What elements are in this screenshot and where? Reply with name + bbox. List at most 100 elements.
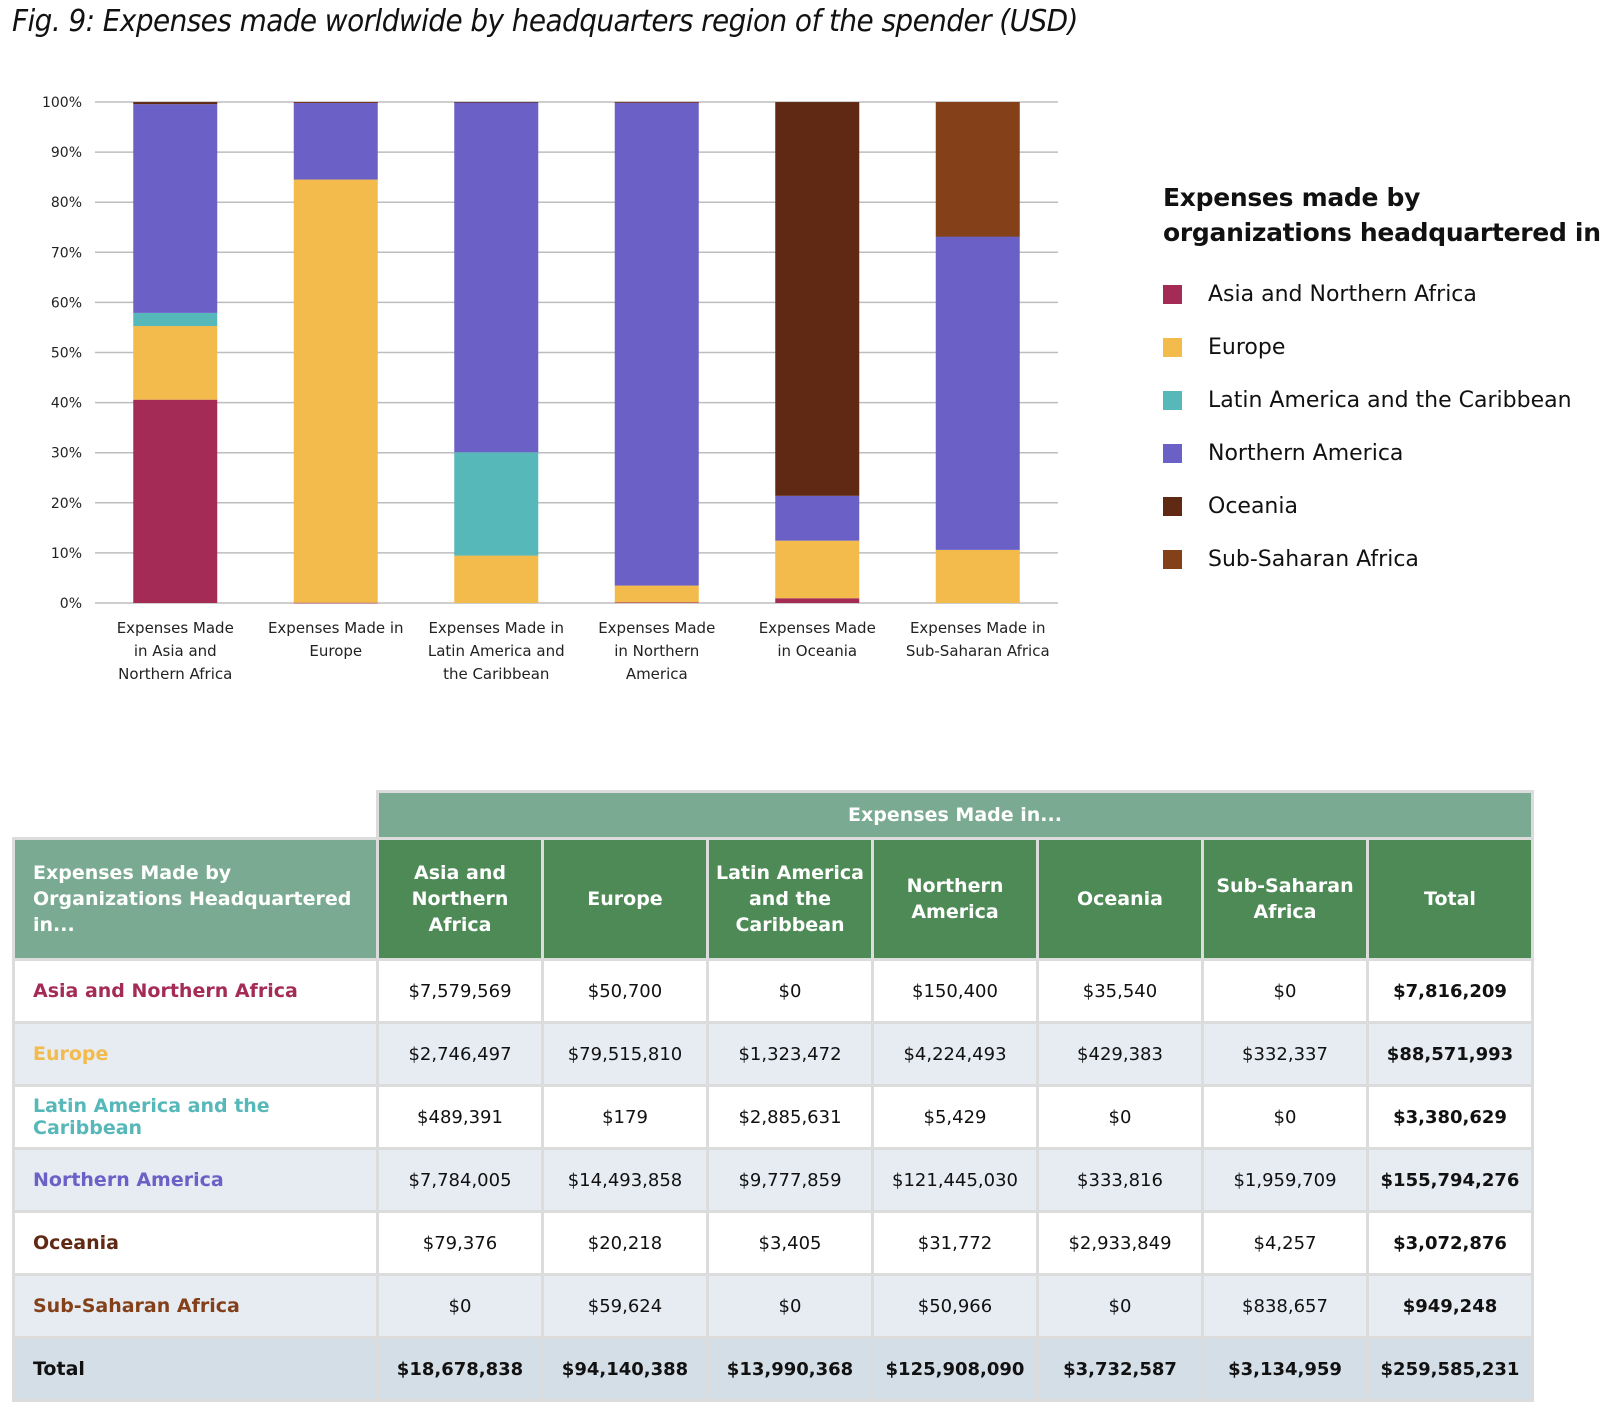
legend-swatch bbox=[1163, 550, 1182, 569]
table-cell: $2,933,849 bbox=[1036, 1210, 1204, 1276]
bar-segment bbox=[454, 555, 539, 603]
row-label: Oceania bbox=[12, 1210, 379, 1276]
column-header: Asia and Northern Africa bbox=[376, 837, 544, 961]
table-cell: $35,540 bbox=[1036, 958, 1204, 1024]
bar-segment bbox=[133, 326, 218, 400]
legend-item: Asia and Northern Africa bbox=[1163, 268, 1603, 321]
column-header: Sub-Saharan Africa bbox=[1201, 837, 1369, 961]
legend-item: Northern America bbox=[1163, 427, 1603, 480]
x-tick-label: Expenses Made in Europe bbox=[268, 619, 404, 660]
total-label: Total bbox=[12, 1336, 379, 1402]
table-cell: $4,224,493 bbox=[871, 1021, 1039, 1087]
legend-label: Europe bbox=[1208, 335, 1286, 360]
row-total-cell: $155,794,276 bbox=[1366, 1147, 1534, 1213]
table-cell: $3,405 bbox=[706, 1210, 874, 1276]
total-row: Total $18,678,838 $94,140,388 $13,990,368 $1… bbox=[12, 1336, 1534, 1402]
total-cell: $13,990,368 bbox=[706, 1336, 874, 1402]
legend-label: Latin America and the Caribbean bbox=[1208, 388, 1572, 413]
table-cell: $14,493,858 bbox=[541, 1147, 709, 1213]
legend-item: Oceania bbox=[1163, 480, 1603, 533]
column-header: Europe bbox=[541, 837, 709, 961]
x-tick-label: Expenses Made in Asia and Northern Africa bbox=[117, 619, 234, 683]
table-cell: $31,772 bbox=[871, 1210, 1039, 1276]
table-cell: $0 bbox=[706, 1273, 874, 1339]
x-tick-label: Expenses Made in Latin America and the Car… bbox=[428, 619, 565, 683]
bar-segment bbox=[293, 102, 378, 103]
bar-segment bbox=[454, 102, 539, 453]
legend-title: Expenses made by organizations headquart… bbox=[1163, 183, 1601, 247]
table-cell: $79,376 bbox=[376, 1210, 544, 1276]
row-total-cell: $7,816,209 bbox=[1366, 958, 1534, 1024]
legend-swatch bbox=[1163, 497, 1182, 516]
legend-label: Sub-Saharan Africa bbox=[1208, 547, 1419, 572]
table-cell: $50,700 bbox=[541, 958, 709, 1024]
stacked-bar-chart: 0% 10% 20% 30% 40% 50% 60% 70% 80% 90% 100% Expens… bbox=[42, 95, 1058, 683]
table-cell: $0 bbox=[1201, 1084, 1369, 1150]
bar-segment bbox=[454, 102, 539, 103]
table-row: Oceania $79,376 $20,218 $3,405 $31,772 $2,933… bbox=[12, 1210, 1534, 1276]
total-cell: $125,908,090 bbox=[871, 1336, 1039, 1402]
y-tick-label: 40% bbox=[51, 396, 82, 412]
bar-segment bbox=[775, 598, 860, 603]
legend-swatch bbox=[1163, 285, 1182, 304]
y-tick-label: 30% bbox=[51, 446, 82, 462]
table-cell: $0 bbox=[1036, 1273, 1204, 1339]
row-label: Europe bbox=[12, 1021, 379, 1087]
table-cell: $4,257 bbox=[1201, 1210, 1369, 1276]
y-tick-label: 100% bbox=[42, 95, 82, 111]
total-cell: $259,585,231 bbox=[1366, 1336, 1534, 1402]
table-cell: $79,515,810 bbox=[541, 1021, 709, 1087]
table-cell: $121,445,030 bbox=[871, 1147, 1039, 1213]
legend-swatch bbox=[1163, 338, 1182, 357]
super-header: Expenses Made in... bbox=[376, 790, 1534, 840]
total-cell: $3,732,587 bbox=[1036, 1336, 1204, 1402]
row-label: Northern America bbox=[12, 1147, 379, 1213]
legend-swatch bbox=[1163, 391, 1182, 410]
table-cell: $0 bbox=[706, 958, 874, 1024]
row-header-title: Expenses Made by Organizations Headquart… bbox=[12, 837, 379, 961]
bar-segment bbox=[133, 312, 218, 327]
total-cell: $94,140,388 bbox=[541, 1336, 709, 1402]
legend-label: Oceania bbox=[1208, 494, 1298, 519]
column-header: Northern America bbox=[871, 837, 1039, 961]
bars bbox=[133, 101, 1020, 604]
bar-segment bbox=[614, 102, 699, 586]
table-cell: $838,657 bbox=[1201, 1273, 1369, 1339]
bar-segment bbox=[775, 102, 860, 496]
table-cell: $1,959,709 bbox=[1201, 1147, 1369, 1213]
table-row: Asia and Northern Africa $7,579,569 $50,70… bbox=[12, 958, 1534, 1024]
row-label: Sub-Saharan Africa bbox=[12, 1273, 379, 1339]
bar-segment bbox=[293, 102, 378, 180]
bar-segment bbox=[614, 602, 699, 603]
row-label: Asia and Northern Africa bbox=[12, 958, 379, 1024]
legend-swatch bbox=[1163, 444, 1182, 463]
gridlines bbox=[95, 101, 1058, 604]
table-cell: $9,777,859 bbox=[706, 1147, 874, 1213]
legend: Expenses made by organizations headquart… bbox=[1163, 180, 1603, 586]
table-cell: $333,816 bbox=[1036, 1147, 1204, 1213]
bar-segment bbox=[775, 540, 860, 599]
legend-item: Latin America and the Caribbean bbox=[1163, 374, 1603, 427]
x-tick-label: Expenses Made in Sub-Saharan Africa bbox=[906, 619, 1050, 660]
bar-segment bbox=[614, 585, 699, 603]
table-cell: $0 bbox=[376, 1273, 544, 1339]
legend-item: Sub-Saharan Africa bbox=[1163, 533, 1603, 586]
legend-label: Northern America bbox=[1208, 441, 1404, 466]
bar-segment bbox=[935, 549, 1020, 603]
table-cell: $0 bbox=[1201, 958, 1369, 1024]
table-row: Sub-Saharan Africa $0 $59,624 $0 $50,966 $0 $8… bbox=[12, 1273, 1534, 1339]
row-total-cell: $3,380,629 bbox=[1366, 1084, 1534, 1150]
y-tick-label: 80% bbox=[51, 195, 82, 211]
row-total-cell: $949,248 bbox=[1366, 1273, 1534, 1339]
expenses-table: Expenses Made in... Expenses Made by Org… bbox=[12, 790, 1534, 1402]
bar-segment bbox=[293, 602, 378, 604]
x-tick-label: Expenses Made in Oceania bbox=[759, 619, 876, 660]
table-cell: $20,218 bbox=[541, 1210, 709, 1276]
total-cell: $18,678,838 bbox=[376, 1336, 544, 1402]
row-label: Latin America and the Caribbean bbox=[12, 1084, 379, 1150]
bar-segment bbox=[775, 495, 860, 541]
figure-title: Fig. 9: Expenses made worldwide by headq… bbox=[12, 4, 1078, 39]
table-cell: $59,624 bbox=[541, 1273, 709, 1339]
row-total-cell: $88,571,993 bbox=[1366, 1021, 1534, 1087]
table-cell: $7,784,005 bbox=[376, 1147, 544, 1213]
